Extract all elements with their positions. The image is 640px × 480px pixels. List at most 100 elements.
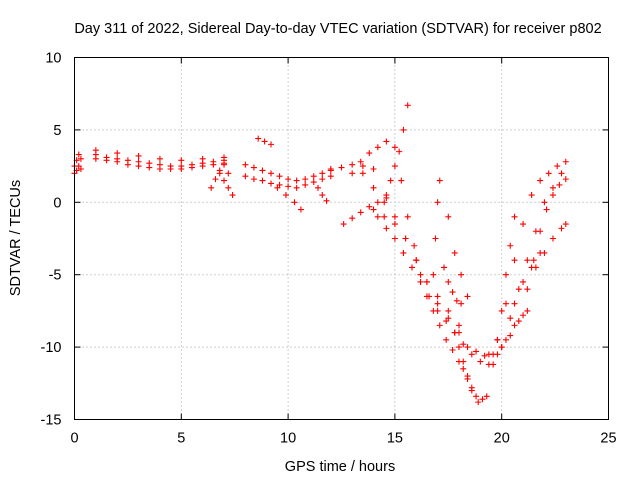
data-point — [449, 289, 456, 296]
data-point — [359, 163, 366, 170]
data-point — [498, 307, 505, 314]
x-tick-label: 25 — [600, 431, 616, 447]
series-arc-20 — [391, 144, 462, 365]
series-arc-21 — [430, 177, 443, 278]
data-point — [537, 177, 544, 184]
data-point — [156, 165, 163, 172]
data-point — [445, 213, 452, 220]
data-point — [319, 192, 326, 199]
data-point — [221, 177, 228, 184]
x-tick-label: 5 — [177, 431, 185, 447]
data-point — [268, 170, 275, 177]
data-point — [259, 167, 266, 174]
data-point — [383, 192, 390, 199]
data-point — [370, 206, 377, 213]
data-point — [383, 138, 390, 145]
data-point — [357, 158, 364, 165]
data-point — [327, 167, 334, 174]
data-point — [77, 165, 84, 172]
chart-title: Day 311 of 2022, Sidereal Day-to-day VTE… — [74, 21, 601, 37]
data-point — [541, 249, 548, 256]
data-point — [261, 138, 268, 145]
data-point — [398, 177, 405, 184]
series-arc-18 — [370, 206, 462, 336]
data-point — [468, 351, 475, 358]
data-point — [381, 199, 388, 206]
data-point — [554, 163, 561, 170]
data-point — [402, 235, 409, 242]
data-point — [458, 300, 465, 307]
data-point — [225, 170, 232, 177]
data-point — [285, 183, 292, 190]
series-arc-23 — [445, 213, 471, 300]
x-tick-label: 15 — [387, 431, 403, 447]
data-point — [498, 344, 505, 351]
data-point — [520, 278, 527, 285]
data-point — [276, 173, 283, 180]
series-arc-12 — [315, 184, 330, 204]
data-point — [479, 396, 486, 403]
x-tick-label: 10 — [280, 431, 296, 447]
data-point — [455, 344, 462, 351]
data-point — [475, 399, 482, 406]
data-point — [464, 344, 471, 351]
data-point — [515, 286, 522, 293]
data-point — [293, 177, 300, 184]
y-tick-label: 5 — [53, 123, 61, 139]
series-arc-29 — [490, 213, 518, 368]
y-axis-label: SDTVAR / TECUs — [8, 180, 24, 296]
data-point — [511, 322, 518, 329]
data-point — [268, 180, 275, 187]
data-point — [242, 173, 249, 180]
data-point — [417, 271, 424, 278]
data-point — [400, 249, 407, 256]
data-point — [524, 257, 531, 264]
data-point — [178, 157, 185, 164]
plot-frame — [74, 57, 609, 420]
data-point — [210, 161, 217, 168]
series-arc-04 — [92, 155, 228, 172]
data-point — [297, 206, 304, 213]
data-point — [441, 264, 448, 271]
data-point — [460, 358, 467, 365]
series-arc-16 — [383, 102, 411, 199]
y-tick-label: 0 — [53, 195, 61, 211]
data-point — [302, 181, 309, 188]
data-point — [319, 170, 326, 177]
data-point — [349, 170, 356, 177]
data-point — [370, 165, 377, 172]
data-point — [92, 155, 99, 162]
data-point — [511, 300, 518, 307]
x-tick-label: 0 — [70, 431, 78, 447]
data-point — [417, 278, 424, 285]
data-point — [436, 177, 443, 184]
data-point — [208, 184, 215, 191]
data-point — [391, 235, 398, 242]
series-arc-28 — [485, 163, 561, 358]
data-point — [199, 155, 206, 162]
data-point — [274, 184, 281, 191]
data-point — [432, 235, 439, 242]
data-point — [114, 150, 121, 157]
data-point — [494, 336, 501, 343]
data-point — [502, 271, 509, 278]
data-point — [549, 184, 556, 191]
data-point — [374, 144, 381, 151]
data-point — [216, 170, 223, 177]
data-point — [381, 213, 388, 220]
data-point — [473, 348, 480, 355]
data-point — [229, 192, 236, 199]
data-point — [114, 158, 121, 165]
y-tick-label: -5 — [49, 268, 62, 284]
data-point — [511, 213, 518, 220]
data-point — [285, 176, 292, 183]
data-point — [391, 163, 398, 170]
data-point — [562, 176, 569, 183]
data-point — [558, 225, 565, 232]
data-point — [124, 161, 131, 168]
data-point — [502, 300, 509, 307]
data-point — [92, 147, 99, 154]
data-point — [507, 332, 514, 339]
data-point — [490, 361, 497, 368]
data-point — [135, 152, 142, 159]
